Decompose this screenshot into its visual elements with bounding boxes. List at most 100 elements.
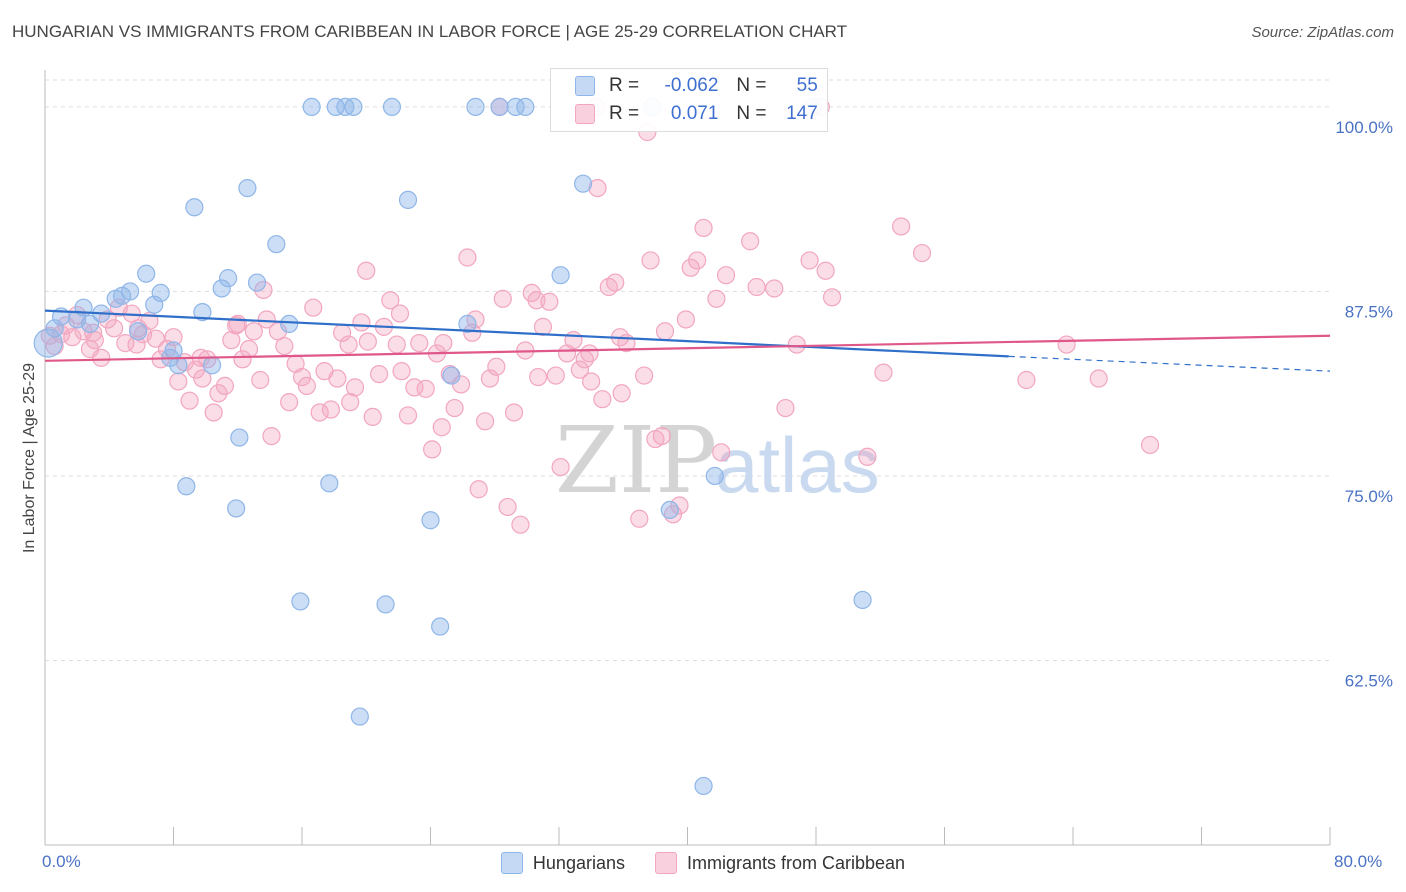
caribbean-point	[204, 403, 223, 422]
caribbean-point	[233, 350, 252, 369]
caribbean-point	[741, 232, 760, 251]
caribbean-point	[533, 317, 553, 336]
y-axis-label: In Labor Force | Age 25-29	[21, 362, 38, 554]
hungarian-point	[227, 499, 246, 518]
y-tick-labels: 62.5% 75.0% 87.5% 100.0%	[1335, 118, 1393, 691]
caribbean-point	[747, 277, 766, 297]
caribbean-point	[912, 243, 932, 263]
caribbean-point	[635, 366, 654, 385]
hungarian-point	[382, 97, 402, 117]
y-tick-label: 87.5%	[1345, 302, 1393, 321]
caribbean-point	[458, 248, 477, 267]
hungarian-point	[506, 97, 525, 117]
caribbean-legend-label: Immigrants from Caribbean	[686, 852, 906, 873]
caribbean-point	[169, 372, 188, 391]
hungarian-point	[151, 283, 170, 303]
caribbean-point	[275, 336, 294, 356]
hungarian-point	[137, 264, 156, 283]
caribbean-point	[387, 335, 406, 354]
caribbean-point	[493, 289, 512, 308]
watermark: ZIP atlas	[555, 407, 880, 514]
caribbean-point	[432, 418, 451, 437]
caribbean-point	[68, 305, 87, 325]
hungarian-point	[230, 428, 249, 447]
caribbean-point	[357, 261, 376, 280]
caribbean-point	[310, 403, 329, 422]
hungarian-point	[185, 198, 204, 217]
caribbean-point	[816, 261, 835, 280]
caribbean-point	[487, 357, 506, 376]
hungarian-point	[45, 319, 64, 338]
caribbean-point	[257, 310, 276, 329]
n-label: N =	[736, 103, 767, 124]
hungarian-point	[853, 590, 872, 610]
y-tick-label: 62.5%	[1345, 671, 1393, 690]
caribbean-point	[328, 369, 347, 388]
caribbean-point	[352, 313, 371, 332]
caribbean-point	[341, 393, 360, 412]
hungarian-point	[247, 273, 267, 292]
caribbean-point	[582, 372, 601, 391]
caribbean-point	[546, 366, 565, 385]
hungarians-n-value: 55	[796, 75, 818, 96]
y-tick-label: 75.0%	[1345, 487, 1393, 506]
hungarians-legend-swatch	[500, 852, 523, 874]
hungarian-point	[33, 328, 63, 358]
caribbean-point	[630, 509, 649, 528]
hungarian-point	[705, 466, 724, 486]
caribbean-point	[297, 376, 316, 396]
caribbean-swatch	[575, 104, 595, 124]
hungarian-point	[350, 707, 369, 726]
hungarian-point	[458, 314, 477, 334]
caribbean-point	[321, 400, 341, 419]
caribbean-point	[390, 304, 410, 323]
caribbean-points	[40, 97, 1160, 534]
caribbean-point	[92, 348, 111, 367]
hungarian-point	[238, 178, 257, 198]
caribbean-point	[580, 344, 599, 363]
hungarian-point	[344, 97, 363, 117]
caribbean-point	[164, 328, 183, 347]
hungarian-point	[129, 322, 148, 341]
caribbean-point	[858, 447, 877, 466]
caribbean-point	[262, 426, 281, 446]
caribbean-point	[652, 426, 671, 446]
caribbean-point	[480, 369, 500, 388]
caribbean-point	[504, 403, 524, 422]
x-tick-min: 0.0%	[42, 852, 81, 871]
hungarians-trend-line	[44, 309, 1009, 358]
caribbean-point	[1057, 335, 1076, 354]
hungarian-point	[516, 97, 535, 117]
caribbean-point	[564, 331, 583, 350]
correlation-legend: R = -0.062 N = 55 R = 0.071 N = 147	[550, 68, 828, 132]
caribbean-point	[529, 367, 548, 387]
caribbean-point	[527, 291, 546, 310]
legend-item-caribbean: Immigrants from Caribbean	[654, 852, 906, 874]
hungarian-point	[145, 295, 164, 314]
hungarian-point	[490, 97, 509, 117]
caribbean-point	[215, 376, 234, 396]
caribbean-trend-line	[44, 334, 1331, 362]
caribbean-point	[612, 384, 631, 403]
caribbean-point	[423, 440, 442, 459]
hungarian-point	[202, 356, 222, 375]
caribbean-point	[63, 328, 82, 347]
hungarian-point	[326, 97, 345, 117]
caribbean-point	[776, 398, 795, 418]
caribbean-point	[655, 322, 675, 341]
caribbean-point	[104, 319, 124, 338]
caribbean-point	[45, 336, 64, 356]
hungarian-point	[302, 97, 321, 117]
caribbean-point	[469, 480, 488, 499]
caribbean-point	[339, 335, 358, 354]
caribbean-point	[765, 279, 784, 298]
hungarian-point	[121, 282, 140, 301]
caribbean-point	[511, 515, 530, 534]
hungarians-r-value: -0.062	[664, 75, 719, 96]
hungarian-point	[431, 617, 450, 636]
caribbean-point	[1140, 435, 1160, 455]
caribbean-point	[251, 370, 270, 390]
caribbean-n-value: 147	[786, 103, 818, 124]
caribbean-point	[244, 322, 263, 341]
